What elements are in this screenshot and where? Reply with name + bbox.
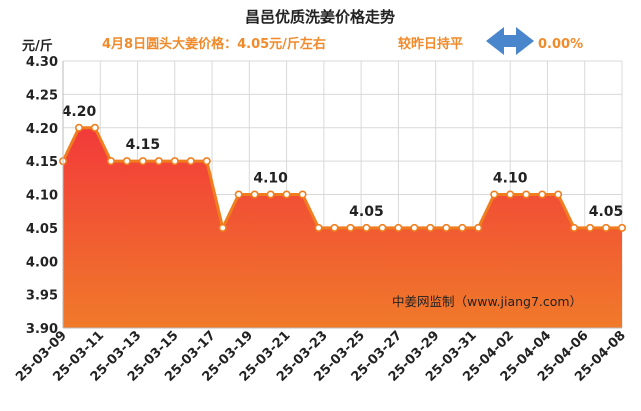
data-labels: 4.20 4.15 4.10 4.05 4.10 4.05 <box>62 104 624 220</box>
data-label: 4.15 <box>126 137 161 153</box>
data-point <box>266 190 275 199</box>
y-tick-label: 4.20 <box>26 122 58 137</box>
data-point <box>106 157 115 166</box>
data-point <box>218 223 227 232</box>
data-point <box>570 223 579 232</box>
compare-text: 较昨日持平 <box>398 36 463 52</box>
data-point <box>362 223 371 232</box>
data-point <box>426 223 435 232</box>
data-point <box>122 157 131 166</box>
data-point <box>138 157 147 166</box>
data-point <box>554 190 563 199</box>
data-point <box>298 190 307 199</box>
data-label: 4.05 <box>349 204 384 220</box>
data-label: 4.05 <box>589 204 624 220</box>
data-point <box>170 157 179 166</box>
data-point <box>410 223 419 232</box>
data-point <box>506 190 515 199</box>
data-point <box>154 157 163 166</box>
data-point <box>474 223 483 232</box>
watermark: 中姜网监制（www.jiang7.com） <box>392 294 582 309</box>
price-points <box>58 123 626 232</box>
data-point <box>250 190 259 199</box>
data-label: 4.10 <box>253 171 288 187</box>
y-tick-label: 4.15 <box>26 155 58 170</box>
data-point <box>394 223 403 232</box>
price-area <box>63 127 622 328</box>
y-tick-label: 4.30 <box>26 55 58 70</box>
y-tick-label: 4.25 <box>26 88 58 103</box>
data-point <box>202 157 211 166</box>
y-tick-label: 3.95 <box>26 289 58 304</box>
chart-title: 昌邑优质洗姜价格走势 <box>245 8 395 26</box>
data-label: 4.10 <box>493 171 528 187</box>
data-point <box>538 190 547 199</box>
y-tick-label: 4.05 <box>26 222 58 237</box>
y-tick-label: 4.10 <box>26 189 58 204</box>
data-label: 4.20 <box>62 104 97 120</box>
data-point <box>186 157 195 166</box>
data-point <box>282 190 291 199</box>
data-point <box>378 223 387 232</box>
data-point <box>234 190 243 199</box>
data-point <box>346 223 355 232</box>
data-point <box>522 190 531 199</box>
data-point <box>602 223 611 232</box>
data-point <box>314 223 323 232</box>
double-arrow-icon <box>486 27 534 55</box>
data-point <box>442 223 451 232</box>
data-point <box>74 123 83 132</box>
data-point <box>490 190 499 199</box>
change-percent: 0.00% <box>538 37 583 52</box>
data-point <box>330 223 339 232</box>
data-point <box>90 123 99 132</box>
data-point <box>617 223 626 232</box>
x-axis-ticks: 25-03-0925-03-1125-03-1325-03-1525-03-17… <box>13 328 629 385</box>
data-point <box>458 223 467 232</box>
y-tick-label: 3.90 <box>26 322 58 337</box>
subtitle-price: 4月8日圆头大姜价格：4.05元/斤左右 <box>102 36 326 52</box>
data-point <box>586 223 595 232</box>
y-tick-label: 4.00 <box>26 255 58 270</box>
unit-label: 元/斤 <box>22 38 53 54</box>
y-axis-ticks: 4.30 4.25 4.20 4.15 4.10 4.05 4.00 3.95 3.90 <box>26 55 58 337</box>
